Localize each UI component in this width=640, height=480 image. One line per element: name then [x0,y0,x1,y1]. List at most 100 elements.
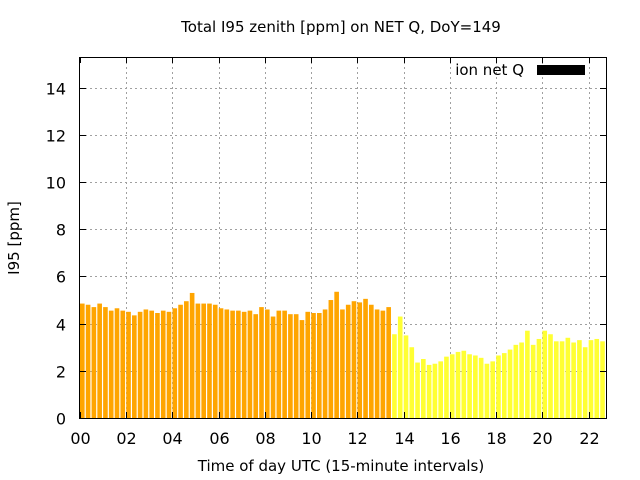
bar [288,314,293,418]
chart-title: Total I95 zenith [ppm] on NET Q, DoY=149 [180,18,501,36]
bar [85,304,91,418]
y-tick-label: 2 [56,363,66,382]
x-tick-label: 14 [394,429,414,448]
legend-label: ion net Q [455,61,524,79]
bar [155,313,160,418]
bar [91,307,97,418]
x-tick-label: 10 [301,429,321,448]
bar [444,356,449,418]
bar [178,304,183,418]
bar [571,342,576,418]
bar [259,307,264,418]
bar [224,309,230,418]
bar [386,307,391,418]
bar [403,335,409,418]
bar [80,303,85,418]
bar [397,316,403,418]
y-tick-label: 14 [46,80,66,99]
legend: ion net Q [455,61,585,79]
bar [172,308,178,418]
bar [374,309,380,418]
x-tick-label: 08 [255,429,275,448]
bar [455,351,461,418]
x-tick-label: 02 [116,429,136,448]
bar [553,341,559,418]
bar [496,355,501,418]
bar [490,361,496,418]
bar [293,314,299,418]
bar [536,338,542,418]
bar [542,330,548,418]
bar [316,313,322,418]
bar [247,310,253,418]
bar [426,364,432,418]
bar [311,313,316,418]
bar [305,311,311,418]
bar [132,315,137,418]
bar [409,347,415,418]
x-tick-label: 06 [209,429,229,448]
bar [276,310,282,418]
x-axis-label: Time of day UTC (15-minute intervals) [197,457,484,475]
bar [253,314,259,418]
bar [357,302,363,418]
x-tick-label: 18 [486,429,506,448]
bar [594,338,600,418]
x-tick-label: 22 [579,429,599,448]
bar [108,310,114,418]
bar [126,311,131,418]
bar [548,334,553,418]
bar [334,291,339,418]
y-tick-label: 0 [56,410,66,429]
bar [513,344,519,418]
bar [351,301,357,418]
bar [212,304,218,418]
legend-swatch [537,65,585,75]
bar [270,316,276,418]
y-tick-label: 10 [46,174,66,193]
y-tick-label: 12 [46,127,66,146]
bar [438,361,443,418]
y-tick-label: 4 [56,316,66,335]
bar [582,347,588,418]
plot-frame [79,57,607,419]
x-tick-label: 00 [70,429,90,448]
bar [432,363,438,418]
bar [473,355,478,418]
bar [241,311,247,418]
bars [80,291,605,418]
y-tick-label: 8 [56,221,66,240]
x-tick-label: 20 [532,429,552,448]
bar [577,340,582,418]
bar [345,304,351,418]
x-tick-label: 04 [162,429,182,448]
y-axis-label: I95 [ppm] [5,201,23,275]
bar [299,320,305,418]
bar [195,303,201,418]
bar [501,353,507,418]
bar [264,309,270,418]
bar [120,310,126,418]
bar [559,341,565,418]
bar [218,308,224,418]
bar [525,330,530,418]
x-tick-label: 16 [440,429,460,448]
bar [600,341,605,418]
bar [415,362,420,418]
bar [484,363,490,418]
bar [103,307,108,418]
bar [380,310,386,418]
bar [467,354,472,418]
bar [322,309,328,418]
bar [363,298,368,418]
bar [340,309,345,418]
bar [137,311,143,418]
bar [461,350,467,418]
bar [565,337,571,418]
bar [236,310,241,418]
bar [114,308,120,418]
bar [149,310,154,418]
bar [282,310,287,418]
